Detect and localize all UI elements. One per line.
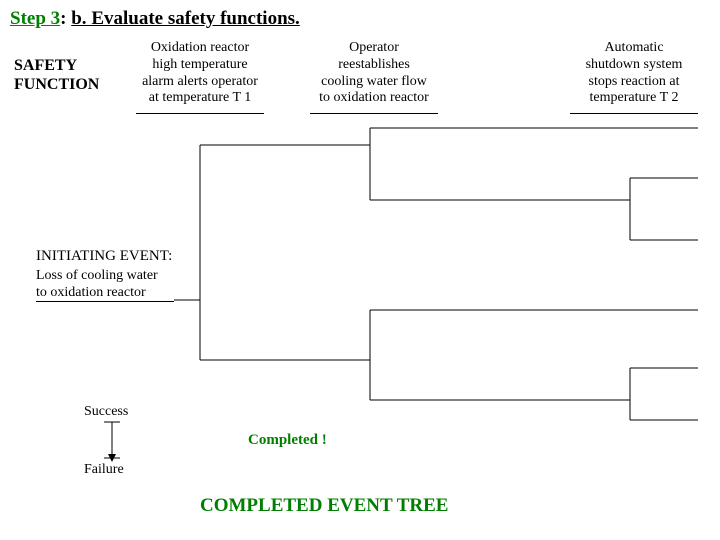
event-tree-svg xyxy=(0,0,720,540)
